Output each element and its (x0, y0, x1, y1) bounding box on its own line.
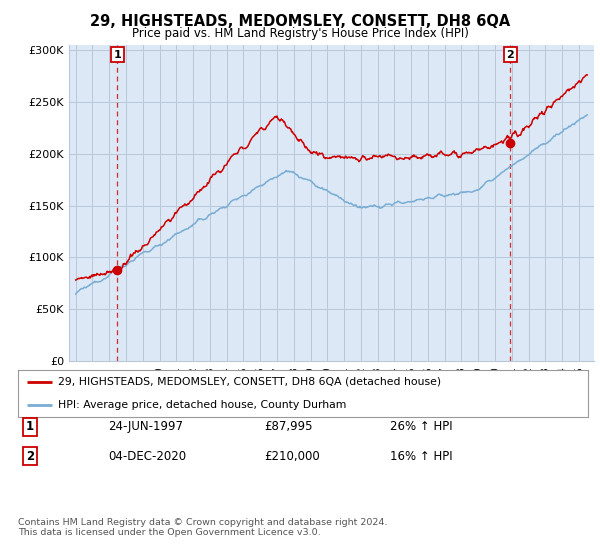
Text: Price paid vs. HM Land Registry's House Price Index (HPI): Price paid vs. HM Land Registry's House … (131, 27, 469, 40)
Text: HPI: Average price, detached house, County Durham: HPI: Average price, detached house, Coun… (58, 400, 346, 410)
Text: 2: 2 (506, 49, 514, 59)
Text: 29, HIGHSTEADS, MEDOMSLEY, CONSETT, DH8 6QA: 29, HIGHSTEADS, MEDOMSLEY, CONSETT, DH8 … (90, 14, 510, 29)
Text: £87,995: £87,995 (264, 420, 313, 433)
Text: Contains HM Land Registry data © Crown copyright and database right 2024.
This d: Contains HM Land Registry data © Crown c… (18, 518, 388, 538)
Text: £210,000: £210,000 (264, 450, 320, 463)
Text: 04-DEC-2020: 04-DEC-2020 (108, 450, 186, 463)
Text: 1: 1 (113, 49, 121, 59)
Text: 26% ↑ HPI: 26% ↑ HPI (390, 420, 452, 433)
Text: 2: 2 (26, 450, 34, 463)
Text: 29, HIGHSTEADS, MEDOMSLEY, CONSETT, DH8 6QA (detached house): 29, HIGHSTEADS, MEDOMSLEY, CONSETT, DH8 … (58, 377, 441, 387)
Text: 1: 1 (26, 420, 34, 433)
Text: 16% ↑ HPI: 16% ↑ HPI (390, 450, 452, 463)
Text: 24-JUN-1997: 24-JUN-1997 (108, 420, 183, 433)
